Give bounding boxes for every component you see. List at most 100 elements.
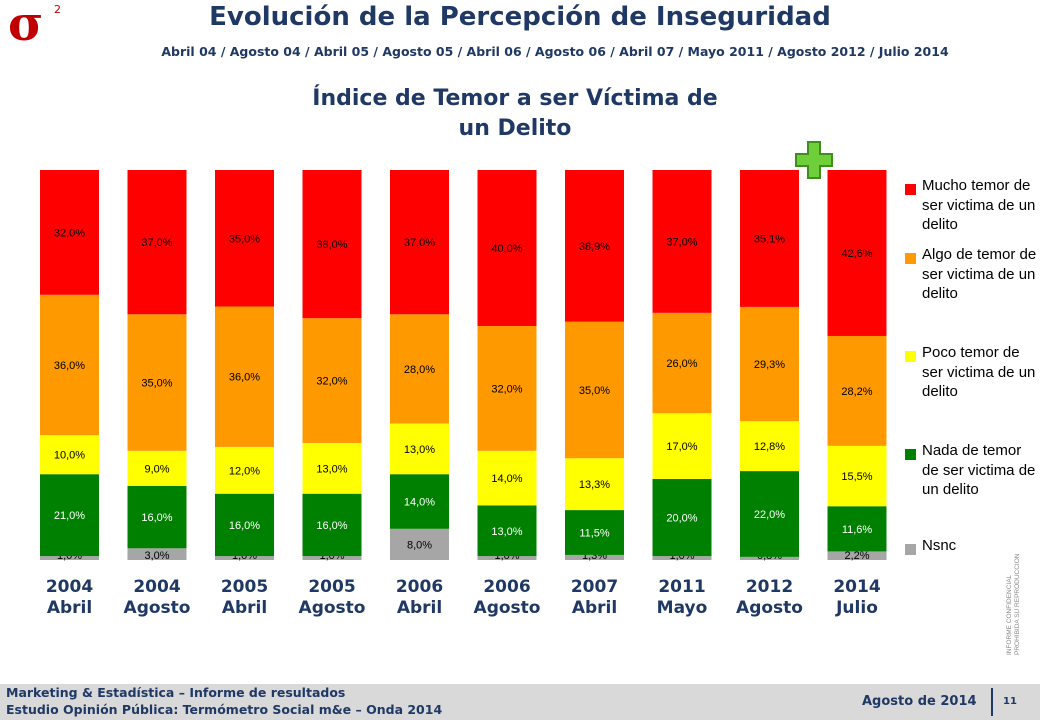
legend-label-nsnc: Nsnc — [922, 537, 957, 554]
bar-mucho-0 — [40, 170, 99, 295]
bar-nada-2 — [215, 493, 274, 557]
sigma-logo: σ 2 — [8, 0, 61, 46]
legend-label-algo: Algo de temor de ser victima de un delit… — [922, 246, 1037, 302]
tick-label-year-4: 2006 — [396, 577, 443, 597]
bar-mucho-8 — [740, 170, 799, 307]
bar-algo-5 — [477, 326, 537, 451]
tick-label-period-4: Abril — [397, 598, 442, 618]
bar-nsnc-6 — [565, 554, 624, 560]
page-number: 11 — [1003, 696, 1017, 707]
bar-nsnc-7 — [652, 556, 712, 560]
tick-label-period-8: Agosto — [736, 598, 803, 618]
data-label-nada-1: 16,0% — [141, 512, 172, 524]
data-label-mucho-8: 35,1% — [754, 233, 785, 245]
data-label-nada-2: 16,0% — [229, 520, 260, 532]
tick-label-year-8: 2012 — [746, 577, 793, 597]
data-label-nada-6: 11,5% — [579, 528, 610, 540]
footer-line1: Marketing & Estadística – Informe de res… — [6, 685, 346, 700]
data-label-nada-4: 14,0% — [404, 497, 435, 509]
bar-nsnc-8 — [740, 556, 799, 560]
chart-title-line2: un Delito — [458, 115, 572, 141]
bar-mucho-1 — [127, 170, 187, 315]
bar-nada-8 — [740, 471, 799, 557]
bar-nada-3 — [302, 493, 362, 557]
data-label-algo-5: 32,0% — [491, 383, 522, 395]
data-label-poco-1: 9,0% — [144, 463, 169, 475]
data-label-mucho-2: 35,0% — [229, 233, 260, 245]
data-label-poco-0: 10,0% — [54, 450, 85, 462]
data-label-mucho-4: 37,0% — [404, 237, 435, 249]
data-label-nada-5: 13,0% — [491, 526, 522, 538]
bar-poco-8 — [740, 421, 799, 472]
logo-sigma: σ — [8, 0, 43, 46]
page-title: Evolución de la Percepción de Insegurida… — [209, 2, 831, 32]
footer-bar — [0, 684, 1040, 720]
data-label-algo-7: 26,0% — [666, 358, 697, 370]
data-label-poco-4: 13,0% — [404, 444, 435, 456]
tick-label-period-3: Agosto — [299, 598, 366, 618]
data-label-poco-8: 12,8% — [754, 441, 785, 453]
legend-label-mucho: Mucho temor de ser victima de un delito — [922, 177, 1036, 233]
data-label-mucho-7: 37,0% — [666, 236, 697, 248]
data-label-poco-5: 14,0% — [491, 473, 522, 485]
bar-nsnc-4 — [390, 528, 449, 560]
data-label-nada-3: 16,0% — [316, 520, 347, 532]
stacked-bar-chart: 1,0%21,0%10,0%36,0%32,0%2004Abril3,0%16,… — [40, 170, 887, 618]
bar-mucho-7 — [652, 170, 712, 313]
chart-title-line1: Índice de Temor a ser Víctima de — [312, 86, 718, 111]
data-label-poco-6: 13,3% — [579, 479, 610, 491]
bar-poco-1 — [127, 450, 187, 486]
bar-nsnc-0 — [40, 556, 99, 560]
bar-nada-4 — [390, 474, 449, 529]
tick-label-period-9: Julio — [835, 598, 878, 618]
bar-nada-5 — [477, 505, 537, 557]
data-label-nada-9: 11,6% — [842, 524, 873, 536]
data-label-algo-3: 32,0% — [316, 376, 347, 388]
bar-nsnc-3 — [302, 556, 362, 560]
bar-nada-7 — [652, 478, 712, 557]
bar-mucho-3 — [302, 170, 362, 319]
tick-label-period-0: Abril — [47, 598, 92, 618]
bar-mucho-2 — [215, 170, 274, 307]
data-label-algo-9: 28,2% — [841, 386, 872, 398]
legend-swatch-poco — [905, 351, 916, 362]
bar-algo-2 — [215, 306, 274, 447]
tick-label-year-9: 2014 — [833, 577, 880, 597]
footer-separator — [991, 688, 993, 716]
tick-label-period-7: Mayo — [657, 598, 708, 618]
bar-algo-8 — [740, 306, 799, 422]
bar-poco-4 — [390, 423, 449, 475]
data-label-algo-2: 36,0% — [229, 372, 260, 384]
page-subtitle: Abril 04 / Agosto 04 / Abril 05 / Agosto… — [161, 44, 949, 59]
legend-swatch-nsnc — [905, 544, 916, 555]
bar-poco-2 — [215, 446, 274, 494]
bar-mucho-9 — [827, 170, 887, 336]
legend-swatch-mucho — [905, 184, 916, 195]
tick-label-year-1: 2004 — [133, 577, 180, 597]
tick-label-year-2: 2005 — [221, 577, 268, 597]
tick-label-year-5: 2006 — [483, 577, 530, 597]
data-label-poco-7: 17,0% — [666, 441, 697, 453]
legend-swatch-algo — [905, 253, 916, 264]
confidential-line2: PROHIBIDA SU REPRODUCCION — [1014, 553, 1021, 656]
data-label-mucho-1: 37,0% — [141, 237, 172, 249]
data-label-mucho-9: 42,6% — [841, 248, 872, 260]
legend-swatch-nada — [905, 449, 916, 460]
tick-label-period-1: Agosto — [124, 598, 191, 618]
tick-label-year-0: 2004 — [46, 577, 93, 597]
tick-label-period-5: Agosto — [474, 598, 541, 618]
bar-algo-9 — [827, 335, 887, 446]
bar-poco-7 — [652, 413, 712, 479]
bar-poco-9 — [827, 445, 887, 507]
footer-line2: Estudio Opinión Pública: Termómetro Soci… — [6, 702, 443, 717]
data-label-algo-0: 36,0% — [54, 360, 85, 372]
logo-superscript: 2 — [54, 3, 61, 16]
data-label-mucho-3: 38,0% — [316, 239, 347, 251]
bar-poco-6 — [565, 458, 624, 511]
bar-nsnc-1 — [127, 548, 187, 560]
bar-algo-3 — [302, 318, 362, 443]
bar-poco-0 — [40, 435, 99, 475]
data-label-poco-2: 12,0% — [229, 465, 260, 477]
bar-mucho-6 — [565, 170, 624, 322]
data-label-mucho-0: 32,0% — [54, 227, 85, 239]
